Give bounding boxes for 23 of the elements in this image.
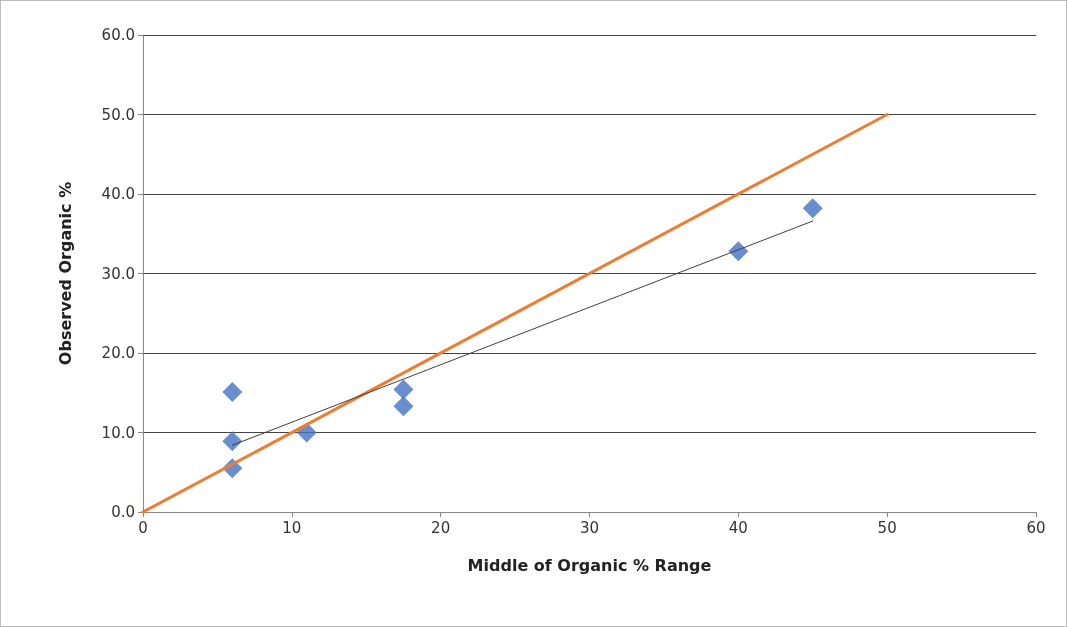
x-tick-label: 40 — [728, 518, 748, 537]
x-tick-label: 30 — [579, 518, 600, 537]
y-tick-label: 0.0 — [111, 503, 135, 521]
x-tick-label: 10 — [282, 518, 302, 537]
point — [296, 422, 317, 443]
x-axis-title: Middle of Organic % Range — [467, 555, 712, 575]
x-tick-label: 50 — [877, 518, 897, 537]
x-tick-label: 20 — [431, 518, 451, 537]
x-tick-label: 60 — [1026, 518, 1046, 537]
x-tick-label: 0 — [138, 518, 148, 537]
y-tick-label: 50.0 — [101, 105, 135, 124]
point — [802, 198, 823, 219]
point — [393, 379, 414, 400]
point — [728, 241, 749, 262]
y-axis-title: Observed Organic % — [55, 181, 75, 366]
y-tick-label: 10.0 — [101, 423, 135, 442]
y-tick-label: 20.0 — [101, 344, 135, 362]
point — [222, 381, 243, 402]
point — [222, 431, 243, 452]
point — [393, 396, 414, 417]
y-tick-label: 40.0 — [101, 185, 135, 203]
y-tick-label: 30.0 — [101, 264, 135, 283]
y-tick-label: 60.0 — [101, 26, 135, 44]
